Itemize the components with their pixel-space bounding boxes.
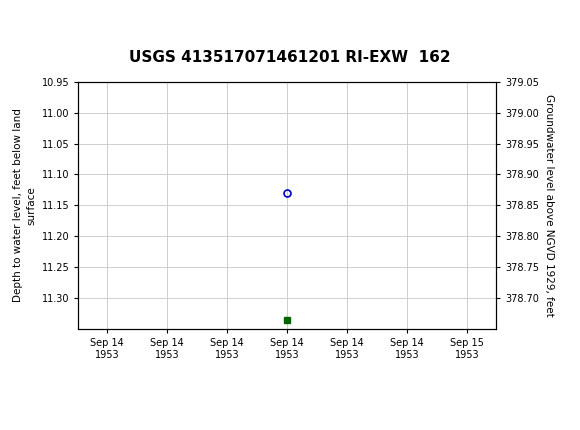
Text: ≋: ≋ [5,11,21,30]
Y-axis label: Groundwater level above NGVD 1929, feet: Groundwater level above NGVD 1929, feet [545,94,554,317]
Y-axis label: Depth to water level, feet below land
surface: Depth to water level, feet below land su… [13,108,36,302]
Text: USGS 413517071461201 RI-EXW  162: USGS 413517071461201 RI-EXW 162 [129,49,451,64]
Text: USGS: USGS [32,12,83,29]
